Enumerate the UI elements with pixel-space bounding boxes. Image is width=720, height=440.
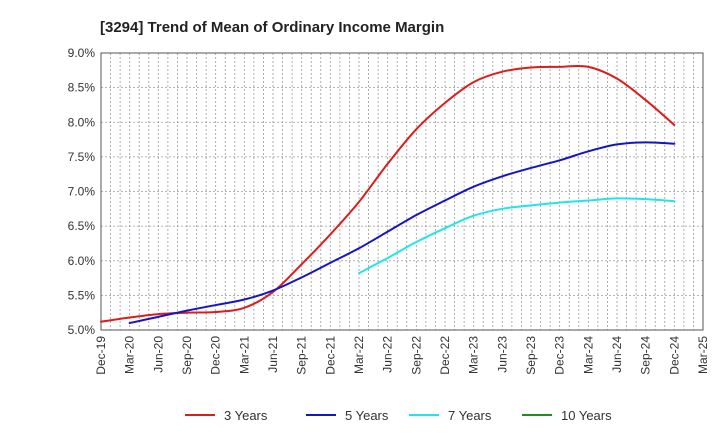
- y-tick-label: 6.0%: [68, 254, 96, 268]
- x-tick-label: Jun-20: [151, 336, 165, 373]
- x-tick-label: Jun-22: [381, 336, 395, 373]
- y-tick-label: 7.5%: [68, 150, 96, 164]
- x-tick-label: Sep-23: [524, 336, 538, 375]
- legend-label-3-years: 3 Years: [224, 408, 268, 423]
- series-line-5-years: [128, 141, 676, 325]
- x-tick-label: Dec-21: [323, 336, 337, 375]
- x-tick-label: Dec-19: [94, 336, 108, 375]
- chart-title: [3294] Trend of Mean of Ordinary Income …: [100, 19, 444, 36]
- legend: 3 Years 5 Years 7 Years 10 Years: [185, 408, 612, 423]
- x-tick-label: Mar-21: [237, 336, 251, 374]
- axes: 5.0% 5.5% 6.0% 6.5% 7.0% 7.5% 8.0% 8.5% 9.0% Dec-…: [68, 46, 710, 375]
- legend-label-7-years: 7 Years: [448, 408, 492, 423]
- plot-frame: [100, 52, 704, 331]
- x-tick-label: Mar-22: [352, 336, 366, 374]
- x-tick-label: Dec-20: [209, 336, 223, 375]
- y-tick-label: 5.5%: [68, 288, 96, 302]
- x-tick-label: Dec-22: [438, 336, 452, 375]
- x-tick-label: Jun-21: [266, 336, 280, 373]
- y-tick-label: 9.0%: [68, 46, 96, 60]
- x-tick-label: Mar-23: [467, 336, 481, 374]
- y-tick-label: 8.0%: [68, 115, 96, 129]
- legend-label-10-years: 10 Years: [561, 408, 612, 423]
- y-tick-label: 5.0%: [68, 323, 96, 337]
- x-tick-label: Mar-25: [696, 336, 710, 374]
- y-tick-label: 7.0%: [68, 185, 96, 199]
- x-tick-label: Sep-20: [180, 336, 194, 375]
- y-tick-label: 6.5%: [68, 219, 96, 233]
- y-tick-label: 8.5%: [68, 81, 96, 95]
- x-tick-label: Mar-24: [581, 336, 595, 374]
- x-tick-label: Mar-20: [123, 336, 137, 374]
- series-line-3-years: [100, 64, 676, 323]
- x-tick-label: Sep-24: [639, 336, 653, 375]
- x-tick-label: Dec-23: [553, 336, 567, 375]
- series-layer: [100, 64, 676, 325]
- x-tick-label: Jun-23: [495, 336, 509, 373]
- x-tick-label: Sep-22: [409, 336, 423, 375]
- x-tick-label: Sep-21: [295, 336, 309, 375]
- x-tick-label: Dec-24: [667, 336, 681, 375]
- grid: [100, 52, 703, 331]
- series-line-7-years: [358, 197, 676, 275]
- x-tick-label: Jun-24: [610, 336, 624, 373]
- legend-label-5-years: 5 Years: [345, 408, 389, 423]
